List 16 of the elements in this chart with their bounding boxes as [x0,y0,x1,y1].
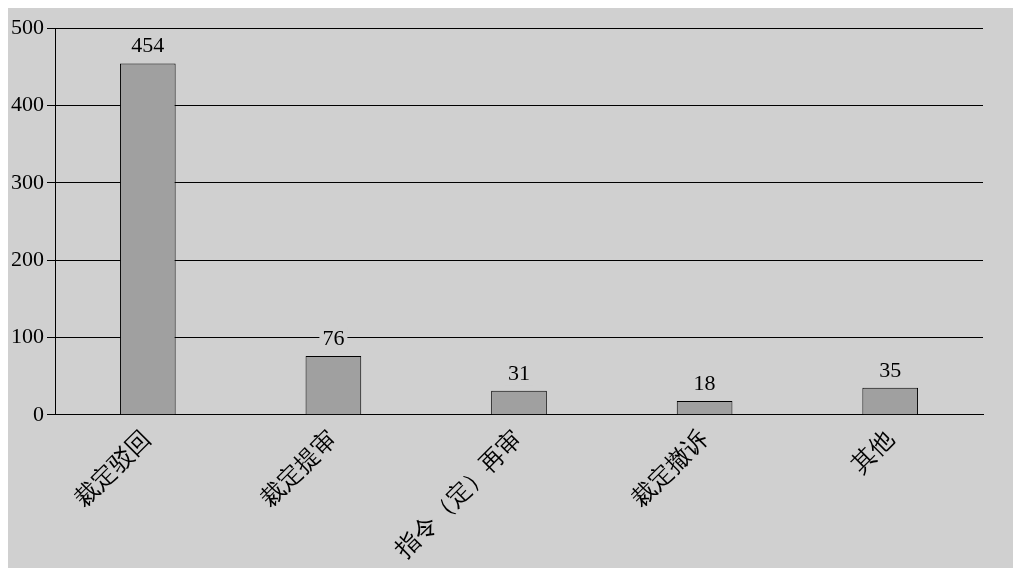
data-label: 18 [693,369,716,395]
y-tick-label: 300 [11,168,44,194]
x-tick-label: 其他 [845,424,899,479]
x-tick-label: 裁定提审 [254,424,343,513]
x-tick-label: 指令（定）再审 [388,424,528,565]
y-tick-label: 200 [11,245,44,271]
data-label: 31 [508,359,530,385]
y-tick-label: 400 [11,91,44,117]
x-tick-label: 裁定驳回 [68,424,157,513]
data-label: 35 [879,356,902,382]
y-tick-label: 500 [11,13,44,39]
data-label: 454 [131,32,165,58]
x-tick-label: 裁定撤诉 [625,424,714,513]
data-label: 76 [322,324,345,350]
y-tick-label: 0 [33,400,44,426]
y-tick-label: 100 [11,323,44,349]
